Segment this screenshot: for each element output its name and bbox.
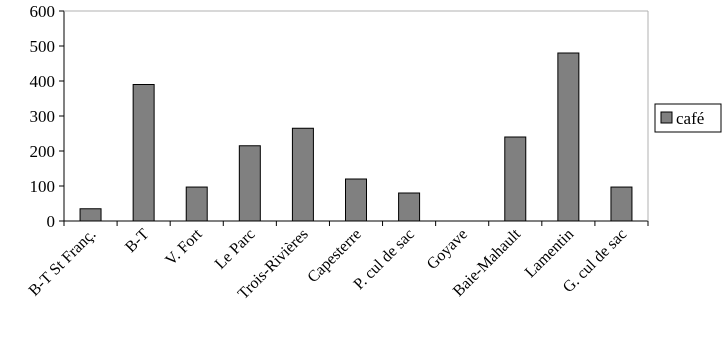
legend-label: café [676,109,704,128]
y-tick-label: 300 [30,107,56,126]
x-category-label: V. Fort [162,225,206,269]
bar-5 [345,178,367,222]
bar-0 [79,208,102,222]
bar-2 [185,186,208,222]
y-tick-label: 400 [30,72,56,91]
x-category-label: B-T St Franç. [26,226,100,300]
x-category-label: Lamentin [522,226,577,281]
y-tick-label: 600 [30,2,56,21]
bar-3 [238,145,261,222]
x-axis-labels: B-T St Franç. B-T V. Fort Le ParcTrois-Rivi… [26,225,631,302]
y-tick-label: 200 [30,142,56,161]
bar-9 [557,52,580,222]
legend-swatch [660,111,673,124]
y-tick-label: 0 [47,212,56,231]
x-category-label: Le Parc [212,226,259,273]
y-tick-label: 100 [30,177,56,196]
bar-4 [291,127,314,222]
x-category-label: Goyave [424,226,471,273]
y-axis-ticks: 0 100 200 300 400 500 600 [30,2,64,231]
bar-8 [504,136,527,222]
bars [79,52,633,222]
legend: café [654,103,722,133]
bar-1 [132,84,155,222]
y-tick-label: 500 [30,37,56,56]
bar-10 [610,186,633,222]
x-category-label: B-T [122,226,152,256]
bar-6 [398,192,421,222]
